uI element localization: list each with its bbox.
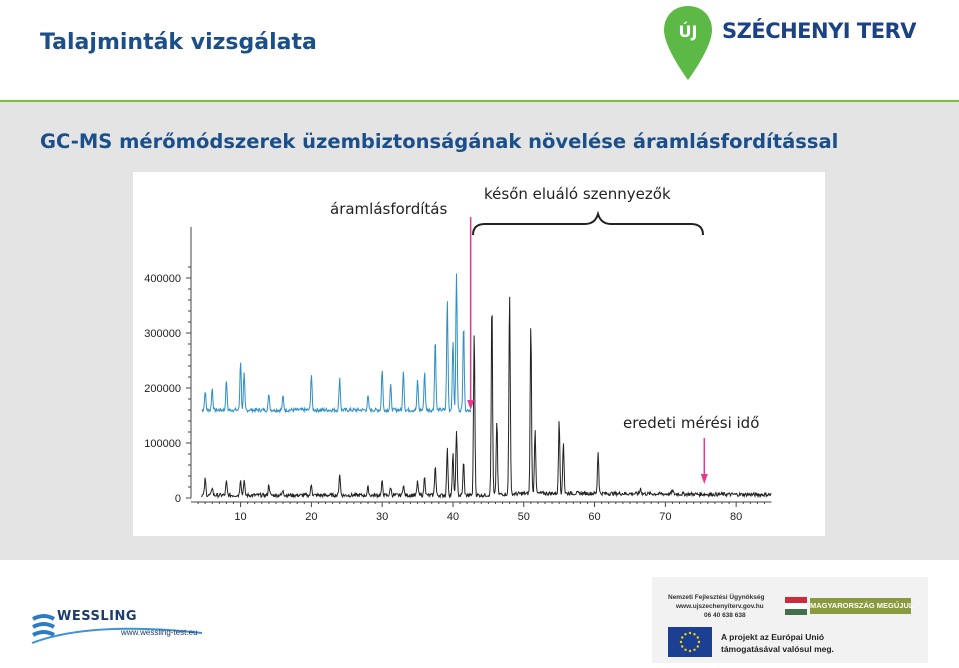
eu-star-icon [696, 645, 699, 648]
eu-star-icon [696, 636, 699, 639]
szechenyi-logo-pin: ÚJ [664, 6, 712, 80]
eu-star-icon [688, 631, 692, 635]
backflush-label: áramlásfordítás [330, 200, 447, 218]
x-tick-label: 10 [234, 511, 246, 523]
eu-star-icon [693, 633, 696, 636]
chromatogram-svg: 0 100000 200000 300000 400000 10 20 30 40 50 60 70 8… [144, 185, 772, 523]
chromatogram-chart: 0 100000 200000 300000 400000 10 20 30 40 50 60 70 8… [133, 172, 825, 536]
x-tick-label: 40 [447, 511, 459, 523]
eu-flag-icon [668, 627, 712, 657]
y-tick-label: 100000 [144, 438, 181, 450]
eu-star-icon [684, 633, 687, 636]
y-tick-label: 400000 [144, 273, 181, 285]
wessling-url: www.wessling-test.eu [121, 628, 198, 637]
eu-star-icon [679, 640, 683, 644]
hungary-flag-icon [785, 597, 807, 615]
slide-subtitle: GC-MS mérőmódszerek üzembiztonságának nö… [40, 130, 839, 153]
y-tick-label: 200000 [144, 383, 181, 395]
magyarorszag-megujul-badge: MAGYARORSZÁG MEGÚJUL [810, 598, 913, 614]
eu-text-line2: támogatásával valósul meg. [721, 644, 834, 654]
logo-badge-text: ÚJ [679, 22, 698, 41]
y-tick-label: 300000 [144, 328, 181, 340]
x-tick-label: 30 [376, 511, 388, 523]
slide-header [0, 0, 959, 100]
nfu-line-url: www.ujszechenyiterv.gov.hu [676, 603, 764, 610]
slide-title: Talajminták vizsgálata [40, 30, 317, 55]
x-tick-label: 60 [588, 511, 600, 523]
header-divider [0, 100, 959, 102]
black-trace-line [201, 296, 772, 500]
eu-star-icon [684, 648, 687, 651]
nfu-line-phone: 06 40 638 638 [704, 612, 746, 619]
eu-text-line1: A projekt az Európai Unió [721, 632, 825, 642]
blue-trace-line [201, 273, 472, 414]
late-eluting-label: későn eluáló szennyezők [484, 185, 671, 203]
wessling-wave-icon [31, 614, 203, 644]
x-tick-label: 50 [518, 511, 530, 523]
late-eluting-brace [472, 210, 704, 236]
eu-star-icon [681, 636, 684, 639]
x-tick-label: 20 [305, 511, 317, 523]
nfu-line-name: Nemzeti Fejlesztési Ügynökség [668, 594, 765, 601]
wessling-name: WESSLING [57, 609, 138, 624]
eu-star-icon [681, 645, 684, 648]
eu-star-icon [688, 649, 692, 653]
backflush-arrow-head [467, 400, 475, 410]
y-tick-label: 0 [175, 493, 181, 505]
original-time-arrow-head [700, 474, 708, 484]
szechenyi-logo-text: SZÉCHENYI TERV [722, 19, 917, 43]
eu-star-icon [693, 648, 696, 651]
x-tick-label: 80 [730, 511, 742, 523]
x-tick-label: 70 [659, 511, 671, 523]
eu-star-icon [697, 640, 701, 644]
original-time-label: eredeti mérési idő [623, 414, 759, 432]
